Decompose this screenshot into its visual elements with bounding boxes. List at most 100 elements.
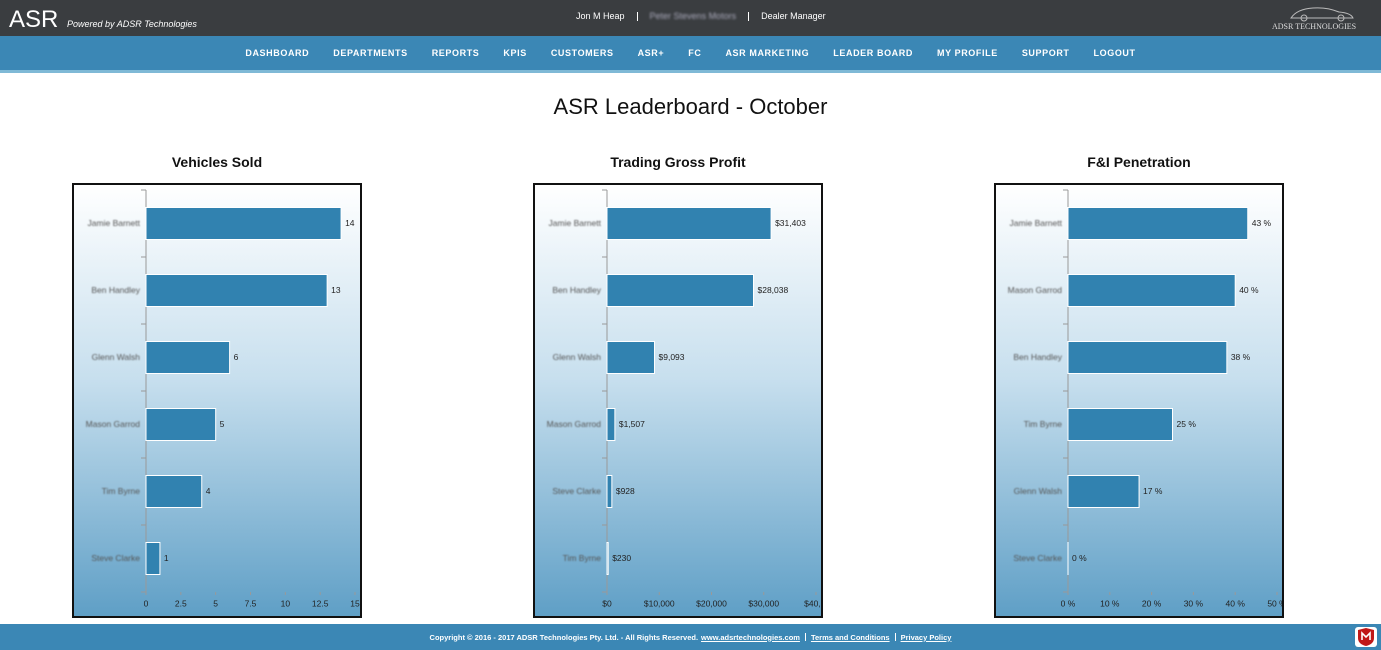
x-tick-label: 50 % bbox=[1267, 598, 1282, 608]
nav-item[interactable]: ASR MARKETING bbox=[725, 48, 810, 58]
x-tick-label: $10,000 bbox=[644, 598, 675, 608]
bar bbox=[1067, 207, 1249, 240]
value-label: 6 bbox=[234, 352, 239, 362]
bar bbox=[1067, 274, 1236, 307]
value-label: $28,038 bbox=[757, 285, 788, 295]
x-tick-label: $20,000 bbox=[696, 598, 727, 608]
bar bbox=[145, 207, 342, 240]
bar bbox=[145, 341, 231, 374]
top-bar: ASR Powered by ADSR Technologies Jon M H… bbox=[0, 0, 1381, 36]
category-label: Steve Clarke bbox=[1013, 553, 1062, 563]
bar bbox=[606, 274, 754, 307]
category-label: Steve Clarke bbox=[91, 553, 140, 563]
value-label: 1 bbox=[164, 553, 169, 563]
tagline: Powered by ADSR Technologies bbox=[67, 19, 197, 29]
value-label: 17 % bbox=[1143, 486, 1163, 496]
category-label: Glenn Walsh bbox=[1014, 486, 1063, 496]
nav-item[interactable]: REPORTS bbox=[431, 48, 480, 58]
value-label: 38 % bbox=[1231, 352, 1251, 362]
nav-item[interactable]: DASHBOARD bbox=[245, 48, 310, 58]
category-label: Tim Byrne bbox=[1024, 419, 1063, 429]
value-label: $31,403 bbox=[775, 218, 806, 228]
bar bbox=[606, 341, 656, 374]
dealer-name: Peter Stevens Motors bbox=[649, 11, 737, 21]
category-label: Glenn Walsh bbox=[92, 352, 141, 362]
value-label: 5 bbox=[220, 419, 225, 429]
bar bbox=[606, 408, 616, 441]
x-tick-label: 10 % bbox=[1100, 598, 1120, 608]
chart-box: $0 $10,000 $20,000 $30,000 $40,... Jamie Barn… bbox=[533, 183, 828, 618]
bar bbox=[1067, 341, 1228, 374]
bar bbox=[145, 274, 328, 307]
footer: Copyright © 2016 - 2017 ADSR Technologie… bbox=[0, 624, 1381, 650]
category-label: Steve Clarke bbox=[552, 486, 601, 496]
page-title: ASR Leaderboard - October bbox=[553, 94, 828, 119]
value-label: 4 bbox=[206, 486, 211, 496]
category-label: Jamie Barnett bbox=[549, 218, 602, 228]
separator bbox=[804, 633, 806, 641]
terms-link[interactable]: Terms and Conditions bbox=[810, 632, 890, 642]
x-tick-label: $0 bbox=[602, 598, 612, 608]
x-tick-label: 5 bbox=[213, 598, 218, 608]
nav-item[interactable]: MY PROFILE bbox=[936, 48, 998, 58]
value-label: 40 % bbox=[1239, 285, 1259, 295]
user-bar: Jon M Heap Peter Stevens Motors Dealer M… bbox=[576, 11, 826, 21]
nav-item[interactable]: FC bbox=[688, 48, 702, 58]
separator bbox=[894, 633, 896, 641]
x-tick-label: 7.5 bbox=[245, 598, 257, 608]
nav-item[interactable]: KPIS bbox=[503, 48, 527, 58]
nav-item[interactable]: LEADER BOARD bbox=[833, 48, 913, 58]
x-tick-label: 0 bbox=[144, 598, 149, 608]
nav-item[interactable]: DEPARTMENTS bbox=[333, 48, 408, 58]
category-label: Jamie Barnett bbox=[1010, 218, 1063, 228]
category-label: Glenn Walsh bbox=[553, 352, 602, 362]
x-tick-label: 15 bbox=[350, 598, 360, 608]
x-tick-label: 30 % bbox=[1184, 598, 1204, 608]
chart: 0 % 10 % 20 % 30 % 40 % 50 % Jamie Barnett 43 %… bbox=[1008, 189, 1287, 608]
value-label: 43 % bbox=[1252, 218, 1272, 228]
value-label: 13 bbox=[331, 285, 341, 295]
user-role: Dealer Manager bbox=[761, 11, 826, 21]
bar bbox=[1067, 408, 1173, 441]
separator bbox=[636, 11, 638, 21]
security-badge bbox=[1355, 627, 1377, 647]
category-label: Mason Garrod bbox=[86, 419, 141, 429]
category-label: Tim Byrne bbox=[563, 553, 602, 563]
chart: $0 $10,000 $20,000 $30,000 $40,... Jamie Barn… bbox=[547, 189, 828, 608]
separator bbox=[748, 11, 750, 21]
site-link[interactable]: www.adsrtechnologies.com bbox=[701, 632, 800, 642]
chart-box: 0 % 10 % 20 % 30 % 40 % 50 % Jamie Barnett 43 %… bbox=[994, 183, 1287, 618]
bar bbox=[1067, 475, 1140, 508]
value-label: $230 bbox=[612, 553, 631, 563]
copyright: Copyright © 2016 - 2017 ADSR Technologie… bbox=[429, 632, 699, 642]
category-label: Ben Handley bbox=[91, 285, 140, 295]
chart-title: F&I Penetration bbox=[1087, 154, 1191, 170]
value-label: $9,093 bbox=[659, 352, 685, 362]
value-label: 14 bbox=[345, 218, 355, 228]
category-label: Mason Garrod bbox=[547, 419, 602, 429]
x-tick-label: 20 % bbox=[1142, 598, 1162, 608]
category-label: Tim Byrne bbox=[102, 486, 141, 496]
bar bbox=[606, 475, 613, 508]
user-name: Jon M Heap bbox=[576, 11, 625, 21]
chart-title: Trading Gross Profit bbox=[610, 154, 746, 170]
x-tick-label: $30,000 bbox=[748, 598, 779, 608]
x-tick-label: 12.5 bbox=[312, 598, 329, 608]
nav-item[interactable]: LOGOUT bbox=[1093, 48, 1136, 58]
nav-item[interactable]: ASR+ bbox=[637, 48, 665, 58]
bar bbox=[606, 207, 772, 240]
nav-item[interactable]: CUSTOMERS bbox=[550, 48, 614, 58]
brand-car bbox=[1290, 7, 1354, 22]
x-tick-label: 2.5 bbox=[175, 598, 187, 608]
nav-bar: DASHBOARD DEPARTMENTS REPORTS KPIS CUSTOMERS… bbox=[0, 36, 1381, 73]
bar bbox=[145, 408, 217, 441]
value-label: 25 % bbox=[1177, 419, 1197, 429]
privacy-link[interactable]: Privacy Policy bbox=[900, 632, 952, 642]
logo[interactable]: ASR bbox=[9, 6, 59, 33]
bar bbox=[606, 542, 609, 575]
value-label: $928 bbox=[616, 486, 635, 496]
nav-item[interactable]: SUPPORT bbox=[1021, 48, 1070, 58]
category-label: Ben Handley bbox=[552, 285, 601, 295]
